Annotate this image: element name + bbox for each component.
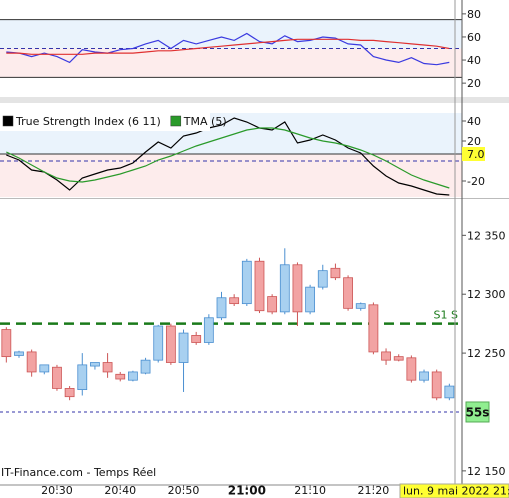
candle-body [165,325,176,363]
zone-band [0,48,462,78]
y-tick-label: 20 [467,135,481,148]
series-line [6,127,450,189]
candle-body [381,351,391,361]
y-tick-label: 80 [467,8,481,21]
candle-body [52,366,62,389]
pane-separator [0,97,509,103]
candle-body [115,373,126,380]
value-marker [462,147,485,161]
candle-body [330,267,341,279]
x-tick-label: 21:20 [358,484,390,497]
candle-body [102,362,113,373]
y-tick-label: 40 [467,115,481,128]
candle-body [203,317,214,343]
candle-body [191,335,202,343]
candle-body [292,264,303,313]
candle-body [343,277,353,309]
candle-body [406,357,417,381]
candle-body [241,260,252,305]
candle-body [178,332,189,363]
zone-band [0,154,462,197]
legend-label: True Strength Index (6 11) [15,115,161,128]
candle-body [77,364,88,391]
candle-body [153,325,164,361]
x-tick-label: 21:00 [228,484,266,498]
y-tick-label: 40 [467,54,481,67]
candle-body [254,260,265,312]
date-box [399,483,509,498]
candle-body [140,359,151,374]
level-label: S1 S [434,309,458,322]
x-tick-label: 21:10 [294,484,326,497]
y-tick-label: 12 300 [467,288,506,301]
countdown-box [465,401,490,423]
candle-body [229,297,240,305]
candle-body [267,296,278,313]
series-line [6,38,450,55]
candle-body [216,297,227,319]
source-label: IT-Finance.com - Temps Réel [1,466,156,479]
candle-body [431,371,442,399]
legend-swatch [170,115,182,127]
date-label: lun. 9 mai 2022 21:32 [403,485,509,498]
x-tick-label: 20:50 [168,484,200,497]
series-line [6,32,450,66]
x-tick-label: 20:40 [104,484,136,497]
y-tick-label: 7.0 [467,148,485,161]
candle-body [419,371,429,381]
candle-body [393,356,404,361]
x-tick-label: 20:30 [41,484,73,497]
candle-body [305,286,316,313]
candle-body [90,362,100,367]
y-tick-label: 12 350 [467,229,506,242]
candle-body [64,388,75,398]
candle-body [317,270,328,288]
y-tick-label: 12 150 [467,465,506,478]
y-tick-label: 20 [467,77,481,90]
y-tick-label: -20 [467,175,485,188]
legend-label: TMA (5) [183,115,227,128]
y-tick-label: 12 250 [467,347,506,360]
candle-body [39,364,50,373]
y-tick-label: 60 [467,31,481,44]
candle-body [14,351,24,356]
candle-body [279,264,290,313]
candle-body [26,351,37,373]
legend-swatch [2,115,14,127]
legend-box [0,112,210,131]
candle-body [368,304,379,353]
candle-body [355,303,366,309]
series-line [6,117,450,196]
zone-band [0,19,462,49]
countdown-label: 55s [466,405,490,419]
candle-body [1,329,12,358]
candle-body [128,371,138,381]
candle-body [444,385,455,399]
